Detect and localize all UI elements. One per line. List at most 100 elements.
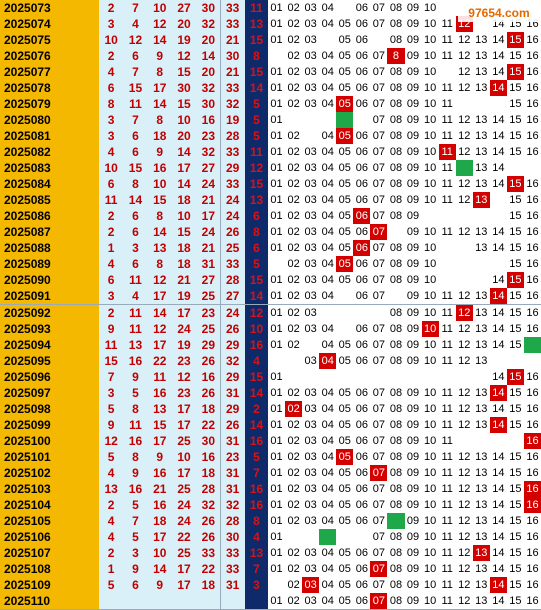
trend-cell <box>302 112 321 130</box>
blue-ball-value: 14 <box>245 384 269 402</box>
trend-hit-marker: 06 <box>353 240 372 258</box>
trend-hit-marker: 05 <box>336 256 355 274</box>
trend-cell: 05 <box>336 400 355 418</box>
trend-cell: 02 <box>285 576 304 594</box>
trend-hit-marker: 07 <box>370 224 389 242</box>
trend-cell: 12 <box>455 224 474 242</box>
trend-cell: 07 <box>370 528 389 546</box>
trend-cell: 07 <box>370 112 389 130</box>
red-ball-value: 6 <box>123 576 149 594</box>
trend-hit-marker: 07 <box>370 560 389 578</box>
trend-cell: 16 <box>523 288 541 306</box>
red-ball-value: 2 <box>99 224 125 242</box>
trend-cell: 02 <box>285 240 304 258</box>
trend-cell: 09 <box>404 512 423 530</box>
trend-cell: 11 <box>438 176 457 194</box>
red-ball-value: 15 <box>147 416 173 434</box>
red-ball-value: 7 <box>99 368 125 386</box>
trend-cell: 14 <box>489 160 508 178</box>
red-ball-value: 27 <box>220 288 246 306</box>
trend-cell: 14 <box>489 304 508 322</box>
red-ball-value: 7 <box>123 0 149 18</box>
trend-cell: 13 <box>472 528 491 546</box>
trend-cell: 05 <box>336 144 355 162</box>
trend-cell: 03 <box>302 304 321 322</box>
trend-cell: 16 <box>523 512 541 530</box>
trend-cell: 14 <box>489 464 508 482</box>
trend-cell: 03 <box>302 320 321 338</box>
trend-cell: 08 <box>387 448 406 466</box>
trend-cell: 07 <box>370 48 389 66</box>
red-ball-value: 21 <box>220 32 246 50</box>
trend-cell: 01 <box>268 304 287 322</box>
red-ball-value: 8 <box>123 176 149 194</box>
trend-cell: 06 <box>353 192 372 210</box>
trend-cell: 11 <box>438 288 457 306</box>
trend-cell: 15 <box>506 288 525 306</box>
red-ball-value: 33 <box>220 0 246 18</box>
blue-ball-value: 5 <box>245 96 269 114</box>
trend-cell: 11 <box>438 128 457 146</box>
red-ball-value: 18 <box>147 128 173 146</box>
red-ball-value: 32 <box>220 352 246 370</box>
red-ball-value: 30 <box>196 432 222 450</box>
trend-cell: 02 <box>285 544 304 562</box>
blue-ball-value: 6 <box>245 240 269 258</box>
blue-ball-value: 5 <box>245 256 269 274</box>
trend-cell: 08 <box>387 16 406 34</box>
trend-cell: 11 <box>438 320 457 338</box>
trend-cell <box>336 368 355 386</box>
trend-cell: 02 <box>285 288 304 306</box>
trend-cell: 13 <box>472 80 491 98</box>
red-ball-value: 17 <box>147 336 173 354</box>
trend-cell: 14 <box>489 272 508 290</box>
trend-cell: 16 <box>523 96 541 114</box>
red-ball-value: 25 <box>171 544 198 562</box>
red-ball-value: 4 <box>99 144 125 162</box>
trend-cell: 15 <box>506 464 525 482</box>
trend-cell: 05 <box>336 80 355 98</box>
trend-cell: 08 <box>387 464 406 482</box>
trend-cell: 14 <box>489 112 508 130</box>
trend-cell <box>404 368 423 386</box>
trend-cell: 12 <box>455 64 474 82</box>
trend-cell: 12 <box>455 400 474 418</box>
trend-cell: 07 <box>370 320 389 338</box>
trend-cell: 11 <box>438 592 457 610</box>
period-label: 2025085 <box>0 192 100 210</box>
trend-cell: 16 <box>523 32 541 50</box>
trend-cell: 11 <box>438 192 457 210</box>
trend-cell: 03 <box>302 240 321 258</box>
trend-cell: 06 <box>353 512 372 530</box>
trend-cell: 06 <box>353 64 372 82</box>
trend-cell: 09 <box>404 384 423 402</box>
blue-ball-value: 15 <box>245 176 269 194</box>
trend-cell: 08 <box>387 416 406 434</box>
blue-ball-value: 5 <box>245 112 269 130</box>
trend-cell: 01 <box>268 288 287 306</box>
trend-cell: 02 <box>285 560 304 578</box>
red-ball-value: 17 <box>147 80 173 98</box>
trend-cell: 04 <box>319 432 338 450</box>
red-ball-value: 30 <box>196 0 222 18</box>
trend-cell <box>438 0 457 18</box>
trend-cell: 13 <box>472 304 491 322</box>
trend-cell: 05 <box>336 240 355 258</box>
trend-cell: 16 <box>523 560 541 578</box>
trend-cell: 07 <box>370 128 389 146</box>
trend-cell: 13 <box>472 32 491 50</box>
trend-cell <box>438 256 457 274</box>
trend-cell: 16 <box>523 256 541 274</box>
trend-cell: 12 <box>455 176 474 194</box>
trend-cell: 12 <box>455 464 474 482</box>
trend-cell: 09 <box>404 144 423 162</box>
red-ball-value: 10 <box>147 0 173 18</box>
trend-cell: 15 <box>506 80 525 98</box>
red-ball-value: 14 <box>171 176 198 194</box>
trend-cell: 15 <box>506 496 525 514</box>
trend-green-marker <box>336 112 355 130</box>
trend-cell: 08 <box>387 176 406 194</box>
trend-cell: 09 <box>404 96 423 114</box>
trend-cell: 16 <box>523 144 541 162</box>
period-label: 2025076 <box>0 48 100 66</box>
